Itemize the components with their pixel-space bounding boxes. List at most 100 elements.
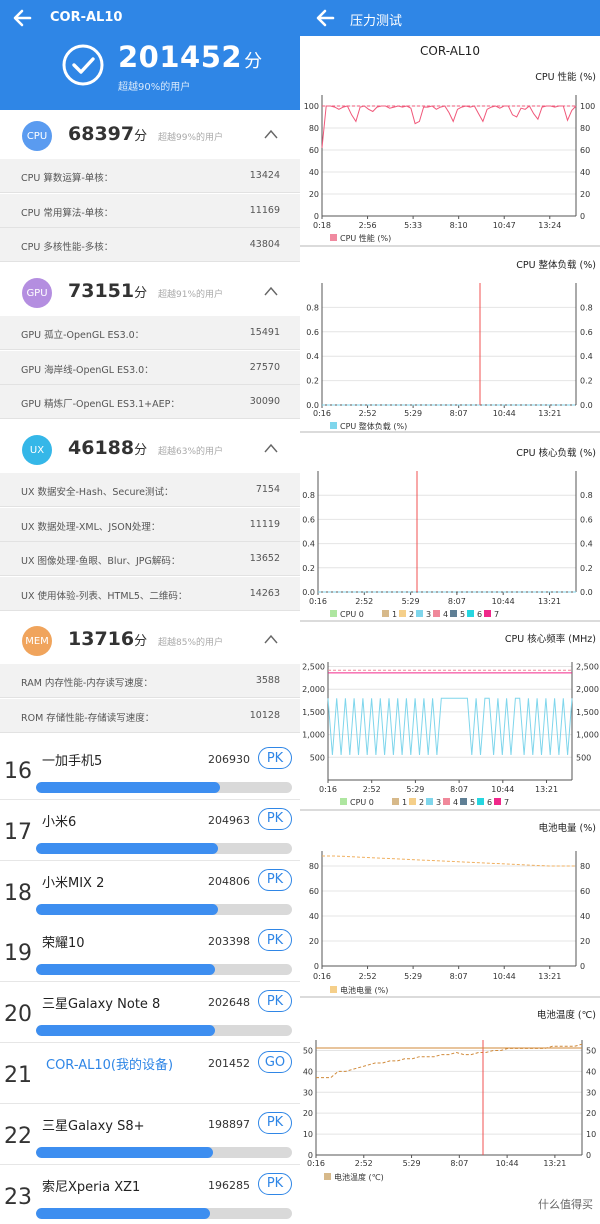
x-tick-label: 5:29 <box>404 972 422 981</box>
legend-label: 3 <box>436 798 441 807</box>
mem-badge-icon: MEM <box>22 626 52 656</box>
section-score-value: 13716 <box>68 628 135 650</box>
cpu-badge-icon: CPU <box>22 121 52 151</box>
x-tick-label: 2:52 <box>359 409 377 418</box>
y-tick-label-left: 0.6 <box>302 515 315 524</box>
section-score-value: 68397 <box>68 123 135 145</box>
ranking-row[interactable]: 21 COR-AL10(我的设备) 201452 GO <box>0 1043 300 1104</box>
section-score: 73151分 <box>68 280 147 302</box>
score-bar <box>36 842 292 854</box>
section-percentile: 超越85%的用户 <box>158 638 224 648</box>
ranking-row[interactable]: 18 小米MIX 2 204806 PK <box>0 860 300 922</box>
legend-label: CPU 整体负载 (%) <box>340 421 407 431</box>
legend-label: 6 <box>477 610 482 619</box>
legend-label: 1 <box>402 798 407 807</box>
back-arrow-icon[interactable] <box>313 6 339 30</box>
pk-button[interactable]: PK <box>258 1172 292 1195</box>
chart-title: 电池温度 (℃) <box>537 1009 596 1021</box>
pk-button[interactable]: PK <box>258 868 292 891</box>
x-tick-label: 0:18 <box>313 221 331 230</box>
section-mem[interactable]: MEM 13716分 超越85%的用户 <box>0 616 300 664</box>
y-tick-label-right: 0.2 <box>580 564 593 573</box>
y-tick-label-left: 80 <box>309 862 319 871</box>
x-tick-label: 10:47 <box>493 221 516 230</box>
chart-3: CPU 核心频率 (MHz) 500 500 1,000 1,000 1,500 1,500… <box>300 620 600 807</box>
y-tick-label-right: 0.8 <box>580 491 593 500</box>
sub-score-label: GPU 海岸线-OpenGL ES3.0： <box>21 364 154 376</box>
sub-score-value: 14263 <box>249 587 280 599</box>
legend-swatch <box>443 798 450 805</box>
legend-swatch <box>330 986 337 993</box>
chart-title: CPU 整体负载 (%) <box>516 259 596 271</box>
ranking-row[interactable]: 16 一加手机5 206930 PK <box>0 739 300 800</box>
watermark: 什么值得买 <box>538 1198 593 1211</box>
sub-score-label: CPU 多核性能-多核： <box>21 242 114 254</box>
x-tick-label: 13:21 <box>538 972 561 981</box>
chart-title: 电池电量 (%) <box>539 822 596 834</box>
legend-swatch <box>382 610 389 617</box>
sub-score-row: GPU 精炼厂-OpenGL ES3.1+AEP： 30090 <box>0 385 300 420</box>
y-tick-label-right: 2,500 <box>576 663 599 672</box>
legend-swatch <box>330 234 337 241</box>
x-tick-label: 5:29 <box>406 785 424 794</box>
sub-score-label: GPU 孤立-OpenGL ES3.0： <box>21 330 145 341</box>
chevron-up-icon[interactable] <box>264 634 278 644</box>
sub-score-value: 3588 <box>255 675 280 686</box>
section-gpu[interactable]: GPU 73151分 超越91%的用户 <box>0 268 300 316</box>
legend-swatch <box>467 610 474 617</box>
ranking-row[interactable]: 23 索尼Xperia XZ1 196285 PK <box>0 1164 300 1224</box>
total-beat-text: 超越90%的用户 <box>118 82 191 93</box>
ranking-row[interactable]: 22 三星Galaxy S8+ 198897 PK <box>0 1103 300 1165</box>
y-tick-label-right: 30 <box>586 1088 596 1097</box>
legend-swatch <box>460 798 467 805</box>
legend-label: 3 <box>426 610 431 619</box>
pk-button[interactable]: PK <box>258 1111 292 1134</box>
legend-swatch <box>392 798 399 805</box>
score-bar-fill <box>36 1025 216 1037</box>
sub-score-value: 13424 <box>249 170 280 181</box>
x-tick-label: 8:07 <box>450 409 468 418</box>
pk-button[interactable]: PK <box>258 747 292 769</box>
chart-title: CPU 性能 (%) <box>535 71 596 83</box>
y-tick-label-left: 40 <box>309 912 319 921</box>
device-score: 206930 <box>208 753 250 766</box>
score-bar-fill <box>36 903 218 915</box>
pk-button[interactable]: PK <box>258 929 292 952</box>
y-tick-label-right: 60 <box>580 887 590 896</box>
score-bar <box>36 964 292 976</box>
chart-0: CPU 性能 (%) 0 0 20 20 40 40 60 60 80 80 100 100 0:18 2:… <box>304 71 596 243</box>
chevron-up-icon[interactable] <box>264 443 278 453</box>
y-tick-label-left: 0.8 <box>306 303 319 312</box>
device-name: 荣耀10 <box>42 936 85 952</box>
go-button[interactable]: GO <box>258 1051 292 1073</box>
y-tick-label-right: 1,000 <box>576 731 599 740</box>
ranking-row[interactable]: 17 小米6 204963 PK <box>0 799 300 861</box>
y-tick-label-right: 500 <box>576 753 591 762</box>
back-arrow-icon[interactable] <box>10 6 36 30</box>
legend-label: 2 <box>419 798 424 807</box>
section-ux[interactable]: UX 46188分 超越63%的用户 <box>0 425 300 473</box>
section-cpu[interactable]: CPU 68397分 超越99%的用户 <box>0 111 300 159</box>
y-tick-label-left: 20 <box>309 190 319 199</box>
y-tick-label-right: 0 <box>586 1151 591 1160</box>
section-percentile: 超越63%的用户 <box>158 447 224 457</box>
sub-score-value: 27570 <box>249 361 280 373</box>
chevron-up-icon[interactable] <box>264 129 278 139</box>
score-bar <box>36 903 292 915</box>
pk-button[interactable]: PK <box>258 807 292 830</box>
chevron-up-icon[interactable] <box>264 286 278 296</box>
section-score: 46188分 <box>68 437 147 459</box>
legend-swatch <box>484 610 491 617</box>
section-score-value: 46188 <box>68 437 135 459</box>
rank-number: 21 <box>4 1063 32 1088</box>
pk-button[interactable]: PK <box>258 990 292 1013</box>
x-tick-label: 0:16 <box>319 785 337 794</box>
y-tick-label-left: 2,000 <box>302 685 325 694</box>
ranking-row[interactable]: 19 荣耀10 203398 PK <box>0 921 300 983</box>
sub-score-label: UX 数据安全-Hash、Secure测试： <box>21 487 174 498</box>
y-tick-label-left: 500 <box>310 753 325 762</box>
legend-label: 7 <box>504 798 509 807</box>
y-tick-label-right: 0.8 <box>580 303 593 312</box>
x-tick-label: 5:33 <box>404 221 422 230</box>
ranking-row[interactable]: 20 三星Galaxy Note 8 202648 PK <box>0 982 300 1044</box>
